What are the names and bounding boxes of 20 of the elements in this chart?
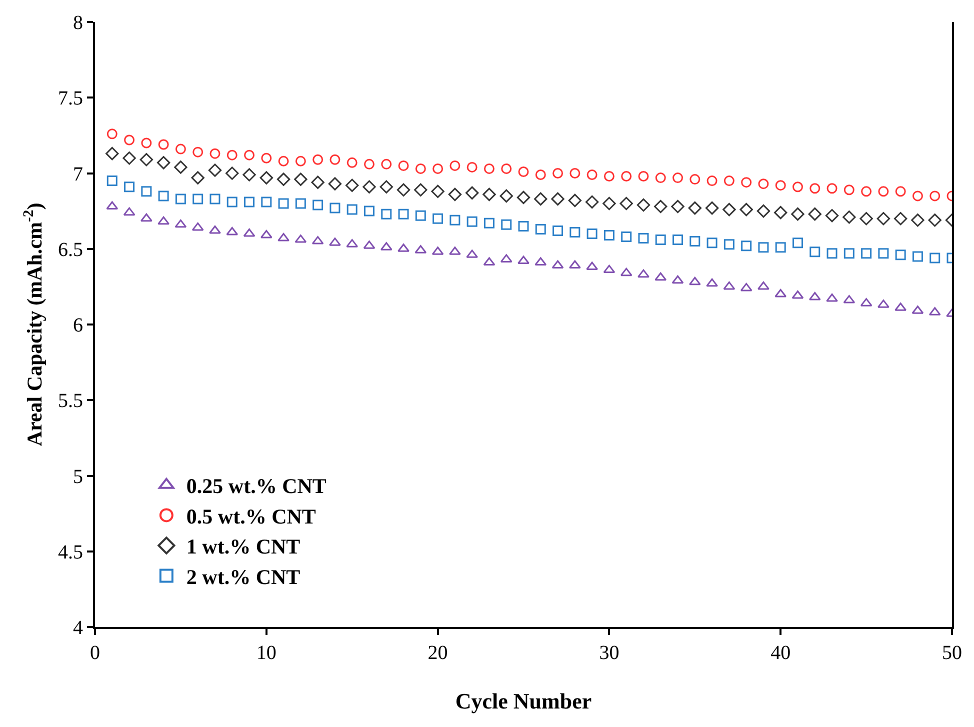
y-tick-label: 4 [73, 617, 83, 639]
legend-label: 1 wt.% CNT [186, 534, 300, 559]
x-tick-label: 30 [599, 642, 620, 664]
legend-label: 0.5 wt.% CNT [186, 504, 316, 528]
x-tick-label: 20 [428, 642, 448, 664]
y-tick-label: 5.5 [58, 390, 83, 412]
y-tick-label: 7.5 [58, 88, 83, 110]
x-tick-label: 50 [942, 642, 962, 664]
legend-label: 0.25 wt.% CNT [186, 474, 326, 498]
x-tick-label: 0 [90, 642, 100, 664]
y-tick-label: 6.5 [58, 238, 83, 261]
x-tick-label: 40 [770, 642, 791, 664]
y-tick-label: 7 [73, 163, 83, 186]
x-tick-label: 10 [256, 642, 276, 664]
legend-label: 2 wt.% CNT [186, 564, 300, 589]
x-axis-title: Cycle Number [455, 688, 592, 714]
y-tick-label: 4.5 [58, 541, 83, 564]
y-tick-label: 8 [73, 12, 83, 34]
y-tick-label: 5 [73, 466, 83, 488]
y-tick-label: 6 [73, 314, 83, 336]
